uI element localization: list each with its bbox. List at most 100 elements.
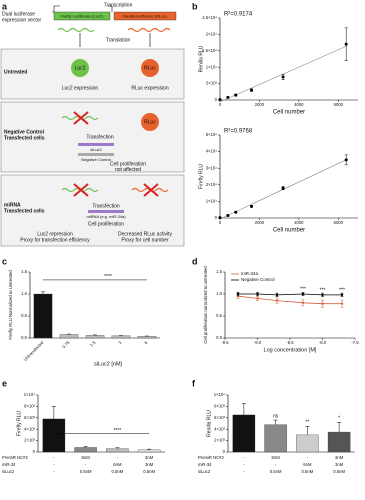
point [344, 158, 348, 162]
error-bar [241, 403, 246, 415]
condition-cell: 0.5nM [270, 469, 282, 474]
legend-label: Negative Control [241, 277, 275, 282]
rluc-protein [141, 113, 159, 131]
point [275, 299, 279, 302]
annotation: R²=0.9174 [224, 12, 253, 18]
y-tick-label: 2.5×10⁴ [202, 15, 217, 20]
y-tick-label: 4×10⁴ [206, 149, 217, 154]
sirna [78, 143, 114, 146]
y-tick-label: 4×10³ [24, 426, 35, 431]
point [281, 186, 285, 190]
y-tick-label: 5×10³ [206, 81, 217, 86]
condition-cell: 3nM [145, 455, 154, 460]
bar [137, 336, 157, 339]
firefly-label: Firefly Luciferase (Luc2) [61, 14, 105, 19]
point [275, 293, 279, 297]
y-axis-title: Renilla RLU [198, 45, 204, 72]
y-tick-label: 8×10³ [24, 404, 35, 409]
condition-cell: 6nM [113, 462, 122, 467]
y-tick-label: 0 [215, 97, 218, 102]
panel-label: b [192, 1, 198, 11]
condition-cell: - [53, 462, 55, 467]
rluc-text: RLuc expression [131, 85, 168, 91]
x-axis-title: Cell number [273, 228, 305, 234]
point [344, 42, 348, 46]
y-tick-label: 1×10⁴ [24, 392, 35, 397]
cross [143, 183, 159, 197]
comparison-label: **** [104, 274, 112, 280]
bar [85, 335, 105, 339]
y-tick-label: 1.5 [216, 269, 222, 274]
cross [73, 183, 89, 197]
y-tick-label: 0 [33, 449, 36, 454]
panel-label: e [2, 378, 7, 388]
x-tick-label: 0.75 [61, 339, 71, 349]
bar [59, 334, 79, 339]
error-bar [41, 291, 45, 294]
panel-label: a [2, 1, 8, 11]
point [340, 302, 344, 305]
nc-label: Negative Control [4, 129, 45, 135]
point [301, 301, 305, 304]
axis [219, 135, 358, 219]
condition-name: miR-34 [198, 462, 212, 467]
error-bar [337, 422, 342, 433]
condition-name: PremiR NC#2 [198, 455, 224, 460]
diagram: a Dual luciferase expression vector Tran… [0, 1, 185, 247]
condition-cell: 3nM [145, 462, 154, 467]
outcome: Cell proliferation [88, 221, 124, 227]
y-axis-title: Firefly RLU [16, 411, 22, 436]
bar [42, 418, 66, 453]
rluc-text: Decreased RLuc activity [118, 231, 172, 237]
condition-cell: - [243, 469, 245, 474]
bar [33, 293, 53, 339]
point [250, 88, 254, 92]
y-tick-label: 0.5 [216, 313, 222, 318]
rluc-label: RLuc [144, 65, 156, 71]
negative-control: Negative Control [81, 157, 111, 162]
rluc-text: Proxy for cell number [121, 237, 169, 243]
point [236, 292, 240, 296]
condition-name: siLuc2 [198, 469, 211, 474]
x-tick-label: 0 [219, 220, 222, 225]
error-bar [305, 426, 310, 435]
series-line [237, 295, 342, 305]
negative-control-box [0, 101, 185, 173]
fit-line [219, 45, 347, 103]
condition-cell: 0.5nM [302, 469, 314, 474]
y-axis-title: Firefly RLU [198, 164, 204, 189]
error-bar [83, 446, 88, 448]
x-tick-label: -7.5 [351, 340, 359, 345]
condition-name: miR-34 [2, 462, 16, 467]
x-tick-label: Untransfected [23, 339, 45, 361]
promoter-arrow [52, 5, 60, 13]
point [218, 216, 222, 220]
y-tick-label: 3×10⁴ [206, 165, 217, 170]
y-tick-label: 2×10⁴ [206, 182, 217, 187]
x-tick-label: 3 [117, 339, 123, 345]
bar [137, 449, 161, 453]
y-tick-label: 1×10⁴ [206, 64, 217, 69]
panel-label: d [192, 256, 198, 266]
vector-label: expression vector [2, 17, 42, 23]
cross [73, 111, 89, 125]
condition-cell: 0.5nM [143, 469, 155, 474]
condition-cell: - [53, 469, 55, 474]
condition-cell: 0.5nM [80, 469, 92, 474]
bar [232, 414, 256, 453]
x-axis-title: Cell number [273, 110, 305, 116]
luc2-text: Proxy for transfection efficiency [20, 237, 90, 243]
mirna-label: Transfected cells [4, 208, 45, 214]
y-tick-label: 1.0 [216, 291, 222, 296]
y-tick-label: 6×10³ [214, 415, 225, 420]
condition-cell: - [275, 462, 277, 467]
y-tick-label: 2×10³ [214, 438, 225, 443]
condition-cell: - [307, 455, 309, 460]
condition-cell: 6nM [82, 455, 91, 460]
y-tick-label: 2×10⁴ [206, 32, 217, 37]
arrow [79, 33, 151, 47]
y-axis-title: Renilla RLU [206, 410, 212, 437]
x-tick-label: 6 [143, 339, 149, 345]
point [321, 293, 324, 297]
